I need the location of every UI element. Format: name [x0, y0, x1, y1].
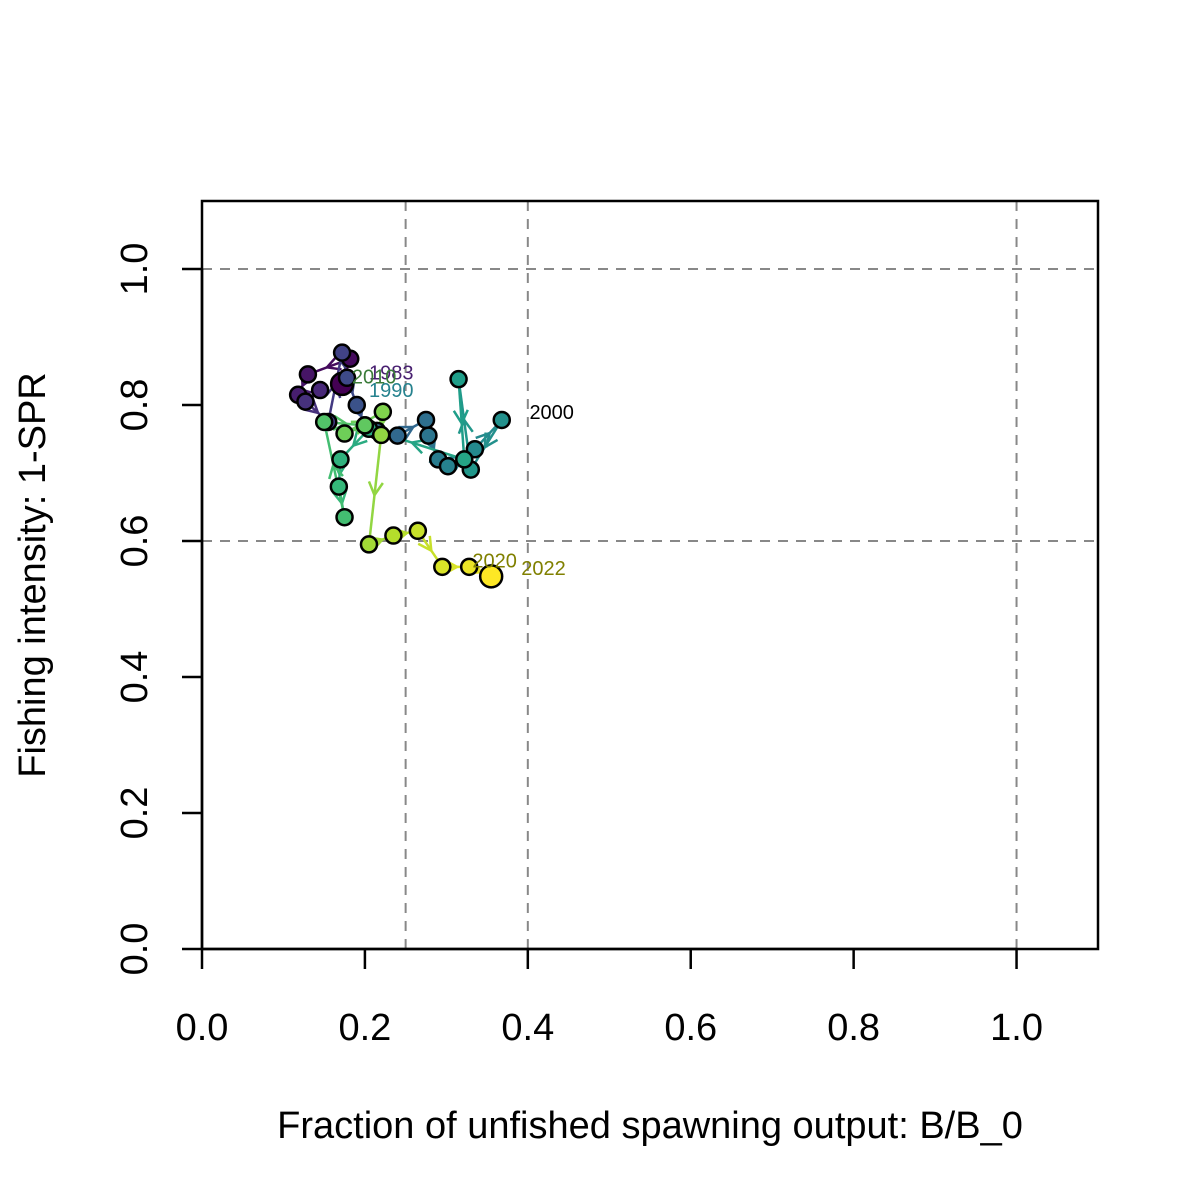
trajectory-arrowhead	[452, 409, 469, 426]
data-point	[331, 450, 350, 469]
y-axis: 0.0 0.2 0.4 0.6 0.8 1.0	[114, 243, 204, 976]
year-label: 2022	[521, 558, 566, 580]
data-point	[298, 365, 318, 384]
data-point	[433, 557, 452, 577]
year-label: 2010	[352, 366, 397, 388]
trajectory-arrowhead	[367, 480, 384, 498]
x-tick-label: 1.0	[990, 1007, 1043, 1049]
x-tick-label: 0.2	[338, 1007, 391, 1049]
data-point	[335, 507, 354, 527]
data-point	[373, 402, 393, 422]
trajectory-arrowhead	[324, 355, 342, 371]
year-label: 1983	[369, 362, 414, 384]
trajectory-segment	[457, 379, 466, 460]
data-point	[371, 425, 391, 445]
data-point	[438, 456, 458, 476]
data-point	[347, 395, 367, 415]
data-point	[416, 410, 436, 430]
data-point	[459, 557, 479, 577]
x-axis-title: Fraction of unfished spawning output: B/…	[277, 1105, 1023, 1147]
data-point	[408, 521, 428, 541]
data-points	[288, 343, 512, 589]
x-tick-label: 0.8	[827, 1007, 880, 1049]
trajectory-arrowhead	[303, 398, 320, 415]
y-tick-label: 0.4	[114, 651, 156, 704]
trajectory-arrowhead	[351, 431, 368, 448]
trajectory-segment	[367, 434, 383, 545]
data-point	[492, 410, 512, 430]
y-axis-title: Fishing intensity: 1-SPR	[12, 372, 54, 778]
trajectory-arrowhead	[331, 488, 348, 507]
year-label: 1990	[369, 380, 414, 402]
trajectory-arrowhead	[398, 425, 416, 441]
trajectory-arrowhead	[417, 535, 433, 553]
plot-frame	[200, 199, 1100, 951]
data-point	[310, 380, 330, 400]
year-label: 2020	[472, 551, 517, 573]
trajectory-arrowhead	[483, 432, 499, 450]
data-point	[355, 416, 375, 435]
y-tick-label: 0.0	[114, 923, 156, 976]
x-tick-label: 0.4	[501, 1007, 554, 1049]
data-point	[359, 535, 379, 554]
data-point	[296, 392, 315, 411]
y-tick-label: 1.0	[114, 243, 156, 296]
data-point	[478, 564, 504, 589]
y-tick-label: 0.6	[114, 515, 156, 568]
trajectory-arrowhead	[409, 438, 427, 455]
reference-lines	[202, 201, 1098, 949]
data-point	[329, 477, 349, 496]
data-point	[335, 424, 354, 443]
year-label: 2000	[529, 402, 574, 424]
data-point	[314, 412, 334, 432]
data-point	[455, 450, 474, 469]
y-tick-label: 0.8	[114, 379, 156, 432]
data-point	[449, 369, 468, 389]
data-point	[419, 426, 438, 445]
trajectory-segment	[469, 419, 503, 471]
x-tick-label: 0.0	[176, 1007, 229, 1049]
trajectory-arrowhead	[328, 462, 344, 480]
trajectory-segment	[322, 421, 346, 518]
data-point	[388, 426, 407, 445]
data-point	[384, 526, 403, 545]
data-point	[332, 343, 352, 362]
x-tick-label: 0.6	[664, 1007, 717, 1049]
y-tick-label: 0.2	[114, 787, 156, 840]
data-point	[337, 368, 357, 388]
x-axis: 0.0 0.2 0.4 0.6 0.8 1.0	[176, 947, 1043, 1049]
